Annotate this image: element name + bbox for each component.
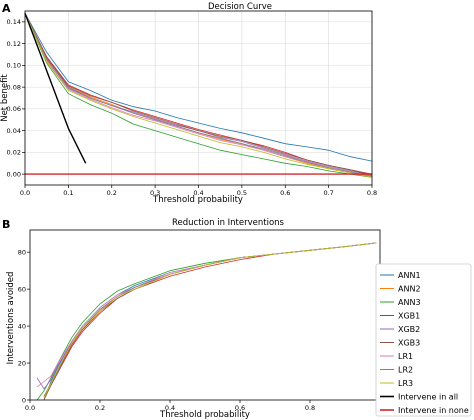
legend-label-9: Intervene in all	[398, 393, 458, 402]
decision-curve-title: Decision Curve	[208, 2, 272, 12]
ri-x-tick-label: 0.2	[95, 404, 105, 412]
legend-label-6: LR1	[398, 352, 413, 361]
ri-series-lr3	[43, 242, 377, 399]
dc-y-tick-label: 0.14	[7, 18, 21, 26]
ri-x-tick-label: 0.4	[165, 404, 175, 412]
panel-label-b: B	[2, 218, 10, 231]
ri-x-tick-label: 0.0	[25, 404, 35, 412]
dc-y-tick-label: 0.02	[7, 149, 21, 157]
dc-x-tick-label: 0.4	[193, 189, 203, 197]
dc-y-tick-label: 0.06	[7, 105, 21, 113]
decision-curve-chart: Decision Curve 0.0 0.1 0.2 0.3 0.4 0.5 0.6 0.7 0…	[0, 2, 377, 205]
dc-x-tick-label: 0.2	[107, 189, 117, 197]
reduction-frame	[29, 229, 381, 401]
decision-curve-x-label: Threshold probability	[152, 195, 243, 205]
dc-x-tick-label: 0.7	[323, 189, 333, 197]
legend-label-8: LR3	[398, 379, 413, 388]
dc-x-tick-label: 0.6	[280, 189, 290, 197]
dc-x-tick-label: 0.0	[20, 189, 30, 197]
dc-x-tick-label: 0.1	[63, 189, 73, 197]
dc-y-tick-label: 0.00	[7, 170, 21, 178]
decision-curve-series	[24, 12, 373, 178]
reduction-interventions-chart: Reduction in Interventions 0.0 0.2 0.4 0.6 0…	[6, 218, 385, 420]
ri-x-tick-label: 0.6	[235, 404, 245, 412]
legend-label-7: LR2	[398, 366, 413, 375]
dc-x-tick-label: 0.5	[237, 189, 247, 197]
legend-label-4: XGB2	[398, 325, 420, 334]
reduction-x-label: Threshold probability	[159, 410, 250, 420]
dc-series-5	[24, 13, 373, 176]
legend-box	[375, 263, 472, 417]
reduction-series	[36, 242, 377, 401]
ri-series-xgb1	[43, 242, 377, 399]
dc-series-0	[24, 13, 373, 162]
decision-curve-y-ticks: 0.00 0.02 0.04 0.06 0.08 0.10 0.12 0.14	[7, 18, 25, 178]
legend-label-1: ANN2	[398, 285, 421, 294]
legend: ANN1 ANN2 ANN3 XGB1 XGB2 XGB3 LR1 LR2 LR3 Interve…	[375, 263, 472, 417]
reduction-y-label: Interventions avoided	[6, 272, 16, 365]
dc-series-2	[24, 13, 373, 178]
legend-label-0: ANN1	[398, 271, 421, 280]
ri-x-tick-label: 0.8	[305, 404, 315, 412]
dc-series-9	[24, 12, 87, 164]
legend-label-5: XGB3	[398, 339, 420, 348]
decision-curve-y-label: Net benefit	[0, 74, 10, 122]
reduction-y-ticks: 0 20 40 60 80	[18, 248, 30, 404]
dc-x-tick-label: 0.8	[367, 189, 377, 197]
dc-y-tick-label: 0.12	[7, 40, 21, 48]
ri-y-tick-label: 0	[22, 396, 26, 404]
dc-y-tick-label: 0.04	[7, 127, 21, 135]
legend-label-10: Intervene in none	[398, 406, 469, 415]
dc-y-tick-label: 0.08	[7, 83, 21, 91]
reduction-title: Reduction in Interventions	[172, 218, 285, 228]
ri-series-ann1	[43, 242, 377, 401]
ri-series-xgb3	[43, 242, 377, 401]
ri-y-tick-label: 20	[18, 359, 26, 367]
dc-x-tick-label: 0.3	[150, 189, 160, 197]
legend-label-2: ANN3	[398, 298, 421, 307]
dc-y-tick-label: 0.10	[7, 62, 21, 70]
dc-series-7	[24, 13, 373, 177]
ri-y-tick-label: 80	[18, 248, 26, 256]
panel-label-a: A	[2, 2, 11, 15]
ri-y-tick-label: 40	[18, 322, 26, 330]
ri-y-tick-label: 60	[18, 285, 26, 293]
dc-series-8	[24, 13, 373, 178]
legend-label-3: XGB1	[398, 312, 420, 321]
decision-curve-x-ticks: 0.0 0.1 0.2 0.3 0.4 0.5 0.6 0.7 0.8	[20, 185, 377, 197]
